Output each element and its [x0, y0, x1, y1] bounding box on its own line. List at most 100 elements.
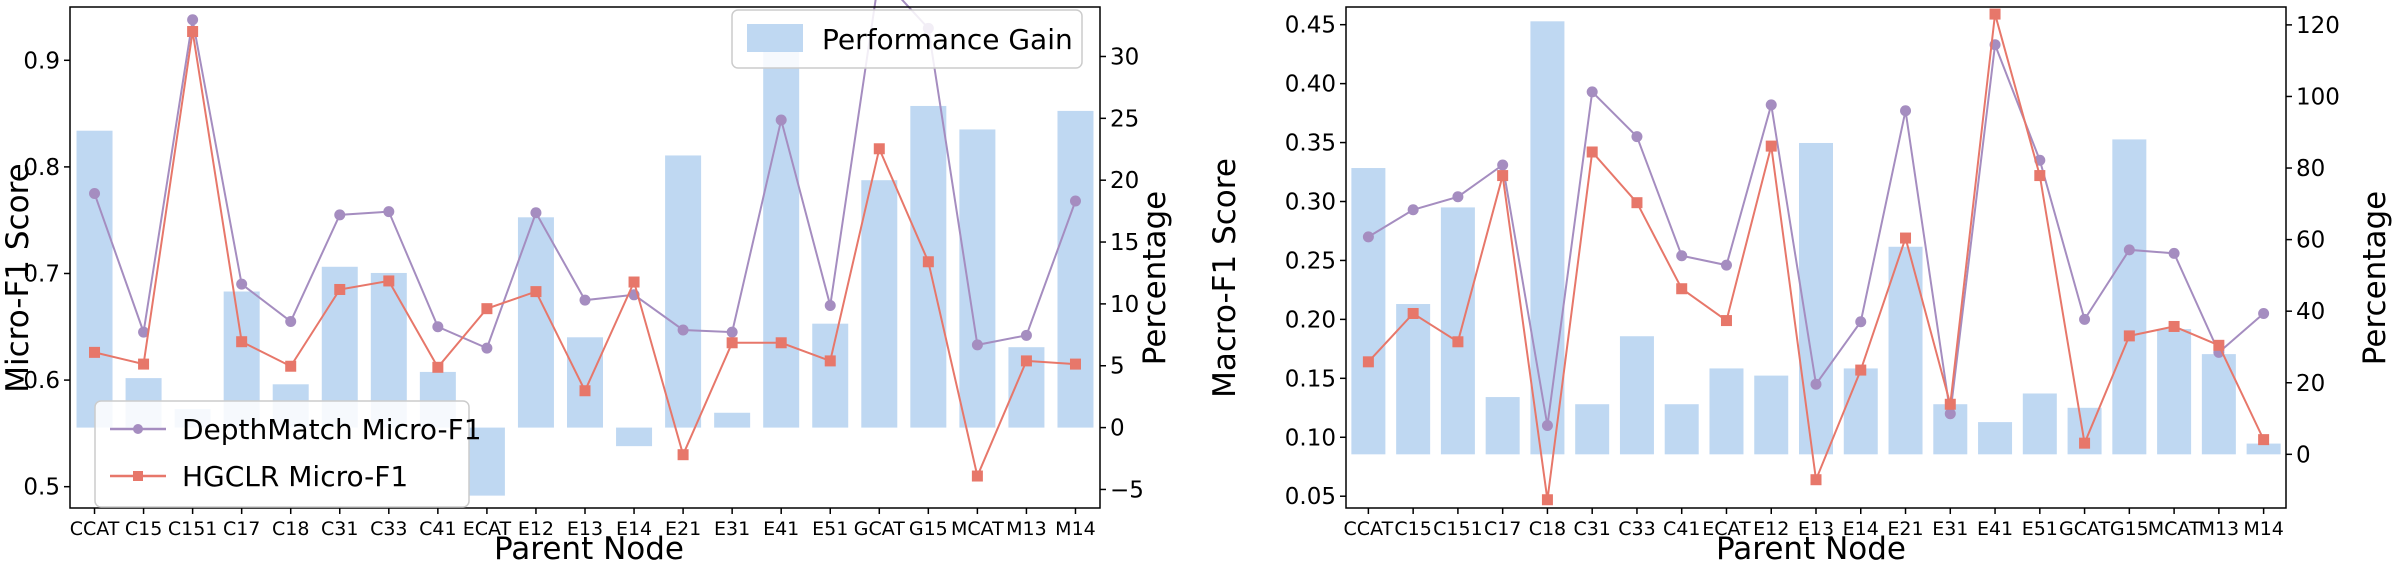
point-hgclr-c18	[1541, 494, 1553, 506]
point-depthmatch-e12	[530, 207, 542, 219]
x-tick-label: MCAT	[951, 518, 1004, 540]
point-depthmatch-g15	[2123, 244, 2135, 256]
y-tick-label: 0.7	[23, 261, 60, 287]
point-depthmatch-c41	[432, 321, 444, 333]
x-tick-label: C151	[1433, 518, 1483, 540]
y2-tick-label: 40	[2296, 299, 2325, 325]
bar-mcat	[2157, 329, 2192, 455]
point-depthmatch-c18	[1541, 419, 1553, 431]
point-hgclr-c151	[1452, 336, 1464, 348]
y2-tick-label: 10	[1110, 292, 1139, 318]
point-hgclr-c33	[1631, 197, 1643, 209]
x-tick-label: C151	[168, 518, 218, 540]
bar-c31	[1575, 404, 1610, 455]
x-tick-label: ECAT	[1702, 518, 1751, 540]
y2-tick-label: 5	[1110, 354, 1125, 380]
point-hgclr-c41	[1676, 283, 1688, 295]
bar-e21	[1888, 246, 1923, 455]
point-depthmatch-e21	[677, 324, 689, 336]
point-hgclr-ccat	[1362, 356, 1374, 368]
point-depthmatch-m14	[2258, 307, 2270, 319]
point-hgclr-c18	[285, 360, 297, 372]
point-depthmatch-e41	[775, 114, 787, 126]
bar-ccat	[76, 130, 113, 428]
point-hgclr-m13	[1020, 355, 1032, 367]
line-legend: DepthMatch Micro-F1 HGCLR Micro-F1	[94, 400, 482, 508]
bar-e13	[567, 337, 603, 428]
x-tick-label: C18	[272, 518, 309, 540]
point-hgclr-mcat	[971, 470, 983, 482]
y2-tick-label: 15	[1110, 230, 1139, 256]
point-depthmatch-c33	[383, 206, 395, 218]
bar-m14	[1057, 110, 1094, 428]
point-depthmatch-e31	[726, 326, 738, 338]
point-depthmatch-e13	[579, 294, 591, 306]
point-hgclr-ccat	[89, 346, 101, 358]
y2-tick-label: 100	[2296, 84, 2340, 110]
y2-tick-label: 0	[1110, 416, 1125, 442]
x-tick-label: GCAT	[2059, 518, 2111, 540]
x-tick-label: E51	[812, 518, 848, 540]
point-hgclr-g15	[2123, 330, 2135, 342]
point-depthmatch-ccat	[1362, 231, 1374, 243]
y2-axis-label: Percentage	[2357, 191, 2393, 365]
y2-tick-label: 80	[2296, 156, 2325, 182]
x-tick-label: ECAT	[463, 518, 512, 540]
point-hgclr-ecat	[1720, 315, 1732, 327]
point-hgclr-m14	[1069, 358, 1081, 370]
y2-tick-label: 20	[2296, 371, 2325, 397]
y-tick-label: 0.6	[23, 368, 60, 394]
point-hgclr-e13	[1810, 474, 1822, 486]
x-tick-label: E41	[1977, 518, 2013, 540]
x-tick-label: E13	[1798, 518, 1834, 540]
point-depthmatch-mcat	[971, 339, 983, 351]
x-tick-label: E14	[616, 518, 652, 540]
bar-ecat	[468, 427, 505, 496]
point-depthmatch-ccat	[89, 188, 101, 200]
y2-tick-label: 60	[2296, 228, 2325, 254]
bar-c17	[1485, 397, 1520, 455]
x-tick-label: C31	[1573, 518, 1610, 540]
bar-e51	[2022, 393, 2057, 455]
y-axis-ticks: 0.5 0.6 0.7 0.8 0.9	[23, 48, 70, 501]
x-tick-label: M14	[2243, 518, 2284, 540]
legend-label-hgclr: HGCLR Micro-F1	[182, 460, 408, 493]
x-tick-label: E12	[518, 518, 554, 540]
y2-tick-label: 20	[1110, 168, 1139, 194]
point-hgclr-c31	[1586, 146, 1598, 158]
point-depthmatch-e21	[1900, 105, 1912, 117]
x-tick-label: E13	[567, 518, 603, 540]
y-axis-label: Micro-F1 Score	[0, 163, 36, 392]
point-depthmatch-ecat	[481, 342, 493, 354]
point-hgclr-m14	[2258, 434, 2270, 446]
bar-c151	[1440, 207, 1475, 455]
point-hgclr-m13	[2213, 339, 2225, 351]
point-depthmatch-c33	[1631, 131, 1643, 143]
bar-legend: Performance Gain	[731, 9, 1083, 69]
x-tick-label: E21	[665, 518, 701, 540]
bar-mcat	[959, 129, 996, 428]
bar-e21	[665, 155, 702, 428]
x-tick-label: E31	[714, 518, 750, 540]
y-tick-label: 0.30	[1285, 190, 1336, 216]
x-tick-label: C17	[223, 518, 260, 540]
bar-e31	[714, 412, 751, 428]
legend-marker-hgclr	[133, 471, 143, 481]
x-tick-label: CCAT	[70, 518, 120, 540]
x-axis-ticks: CCAT C15 C151 C17 C18 C31 C33 C41 ECAT E12 E13 E14 E…	[70, 508, 1096, 540]
legend-label-performance-gain: Performance Gain	[822, 23, 1073, 56]
y2-tick-label: 120	[2296, 13, 2340, 39]
point-hgclr-e21	[1900, 232, 1912, 244]
point-hgclr-c15	[138, 358, 150, 370]
x-tick-label: G15	[2110, 518, 2149, 540]
y2-tick-label: 25	[1110, 106, 1139, 132]
point-hgclr-mcat	[2168, 320, 2180, 332]
point-hgclr-ecat	[481, 303, 493, 315]
point-hgclr-e14	[1855, 364, 1867, 376]
x-tick-label: E14	[1843, 518, 1879, 540]
point-hgclr-e51	[2034, 170, 2046, 182]
point-hgclr-gcat	[873, 143, 885, 155]
x-tick-label: E41	[763, 518, 799, 540]
y-tick-label: 0.9	[23, 48, 60, 74]
point-hgclr-c31	[334, 283, 346, 295]
